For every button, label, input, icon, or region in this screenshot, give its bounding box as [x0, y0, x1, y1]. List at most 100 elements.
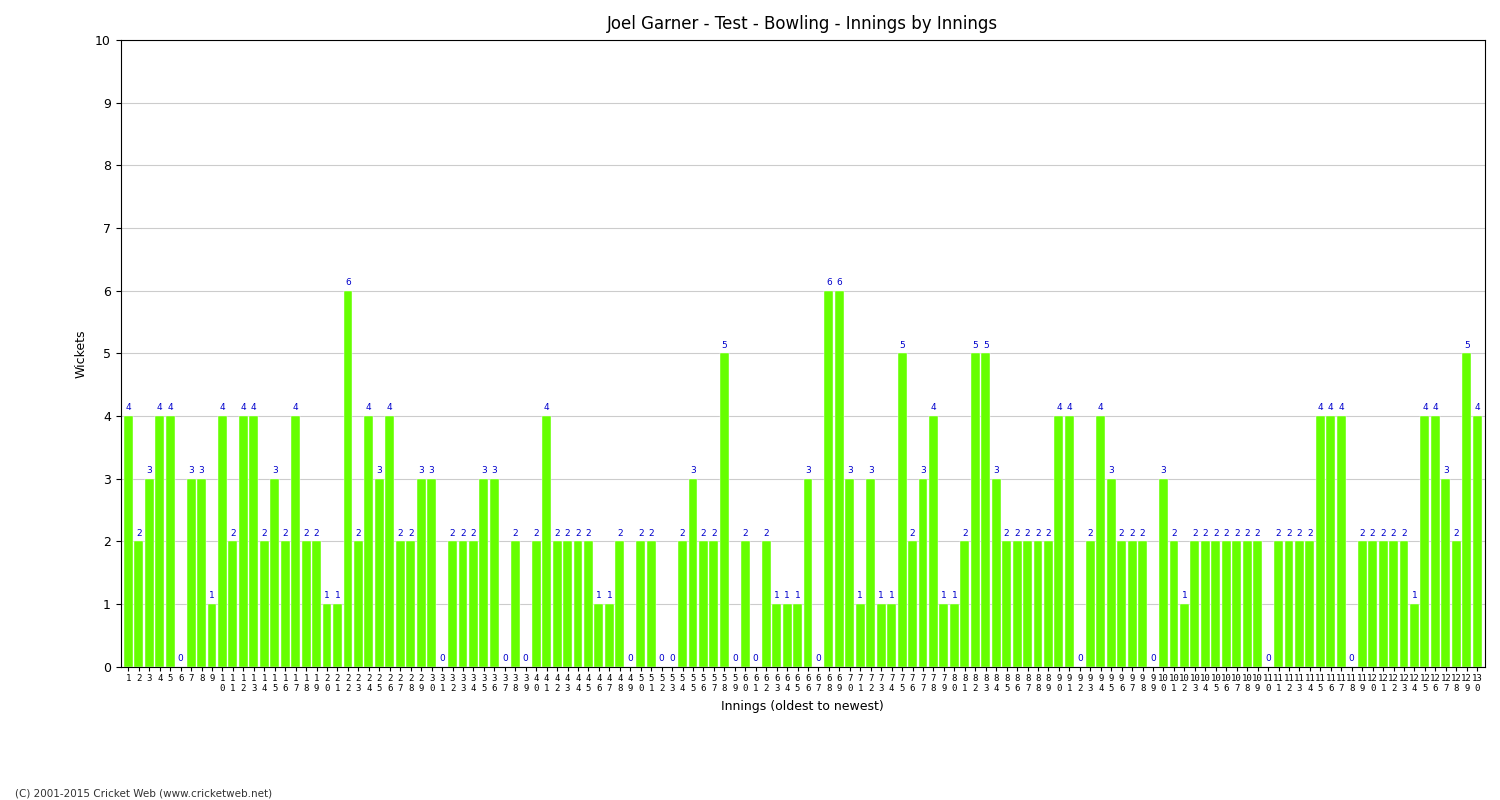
Text: 2: 2 [1286, 529, 1292, 538]
Text: 0: 0 [524, 654, 528, 663]
Bar [1160, 478, 1168, 666]
Text: 4: 4 [1338, 403, 1344, 412]
Text: 3: 3 [993, 466, 999, 475]
Text: 4: 4 [251, 403, 257, 412]
Text: 2: 2 [574, 529, 580, 538]
Bar [846, 478, 855, 666]
Bar [918, 478, 927, 666]
Text: 2: 2 [1214, 529, 1218, 538]
Bar [741, 542, 750, 666]
Bar [981, 354, 990, 666]
Bar [1202, 542, 1210, 666]
Bar [688, 478, 698, 666]
Bar [238, 416, 248, 666]
Text: 0: 0 [816, 654, 822, 663]
Text: 4: 4 [1056, 403, 1062, 412]
Bar [594, 604, 603, 666]
Bar [950, 604, 958, 666]
Bar [710, 542, 718, 666]
Text: 2: 2 [230, 529, 236, 538]
Text: 0: 0 [627, 654, 633, 663]
Bar [156, 416, 164, 666]
Text: 4: 4 [1328, 403, 1334, 412]
Text: 3: 3 [147, 466, 152, 475]
Text: 2: 2 [1046, 529, 1052, 538]
Bar [217, 416, 226, 666]
Bar [1452, 542, 1461, 666]
Text: 2: 2 [460, 529, 466, 538]
Text: 2: 2 [1245, 529, 1250, 538]
Text: 2: 2 [616, 529, 622, 538]
Text: 4: 4 [930, 403, 936, 412]
Bar [562, 542, 572, 666]
Bar [124, 416, 134, 666]
Bar [1242, 542, 1251, 666]
Text: 2: 2 [909, 529, 915, 538]
Bar [1305, 542, 1314, 666]
Title: Joel Garner - Test - Bowling - Innings by Innings: Joel Garner - Test - Bowling - Innings b… [608, 15, 999, 33]
Bar [1232, 542, 1240, 666]
Text: 6: 6 [827, 278, 833, 287]
Bar [908, 542, 916, 666]
Bar [992, 478, 1000, 666]
Text: 2: 2 [585, 529, 591, 538]
Bar [1431, 416, 1440, 666]
Text: 1: 1 [1182, 591, 1188, 600]
Bar [1410, 604, 1419, 666]
Text: 5: 5 [722, 341, 728, 350]
Text: 0: 0 [753, 654, 759, 663]
Text: 1: 1 [334, 591, 340, 600]
Text: 2: 2 [1088, 529, 1094, 538]
Text: 3: 3 [1161, 466, 1167, 475]
Bar [354, 542, 363, 666]
Text: 4: 4 [387, 403, 393, 412]
Text: 3: 3 [1443, 466, 1449, 475]
Bar [636, 542, 645, 666]
Bar [678, 542, 687, 666]
Text: 2: 2 [1024, 529, 1030, 538]
Bar [427, 478, 436, 666]
Text: 3: 3 [920, 466, 926, 475]
Bar [1473, 416, 1482, 666]
Text: 2: 2 [1014, 529, 1020, 538]
Text: 2: 2 [711, 529, 717, 538]
Bar [1170, 542, 1179, 666]
Text: 2: 2 [555, 529, 560, 538]
Text: 0: 0 [503, 654, 507, 663]
Bar [1222, 542, 1230, 666]
Bar [772, 604, 782, 666]
Bar [1180, 604, 1190, 666]
Text: 2: 2 [1172, 529, 1178, 538]
Bar [1023, 542, 1032, 666]
Text: 4: 4 [366, 403, 372, 412]
Bar [1358, 542, 1366, 666]
Text: 0: 0 [658, 654, 664, 663]
Text: 2: 2 [1234, 529, 1239, 538]
Bar [1316, 416, 1324, 666]
Bar [333, 604, 342, 666]
Bar [1274, 542, 1282, 666]
Bar [196, 478, 206, 666]
Bar [1252, 542, 1262, 666]
Text: 1: 1 [940, 591, 946, 600]
Text: 2: 2 [1256, 529, 1260, 538]
Text: 1: 1 [774, 591, 780, 600]
Bar [886, 604, 896, 666]
Text: 4: 4 [1066, 403, 1072, 412]
Text: 4: 4 [1098, 403, 1104, 412]
Text: 2: 2 [1380, 529, 1386, 538]
Text: 3: 3 [690, 466, 696, 475]
Bar [1212, 542, 1219, 666]
Text: 2: 2 [1140, 529, 1146, 538]
Bar [406, 542, 416, 666]
Text: 2: 2 [534, 529, 538, 538]
Text: 3: 3 [482, 466, 486, 475]
Text: 4: 4 [219, 403, 225, 412]
Text: 2: 2 [450, 529, 456, 538]
Text: 0: 0 [1348, 654, 1354, 663]
Text: 2: 2 [700, 529, 706, 538]
Bar [1065, 416, 1074, 666]
Text: 1: 1 [209, 591, 214, 600]
Text: 3: 3 [376, 466, 382, 475]
Bar [584, 542, 592, 666]
